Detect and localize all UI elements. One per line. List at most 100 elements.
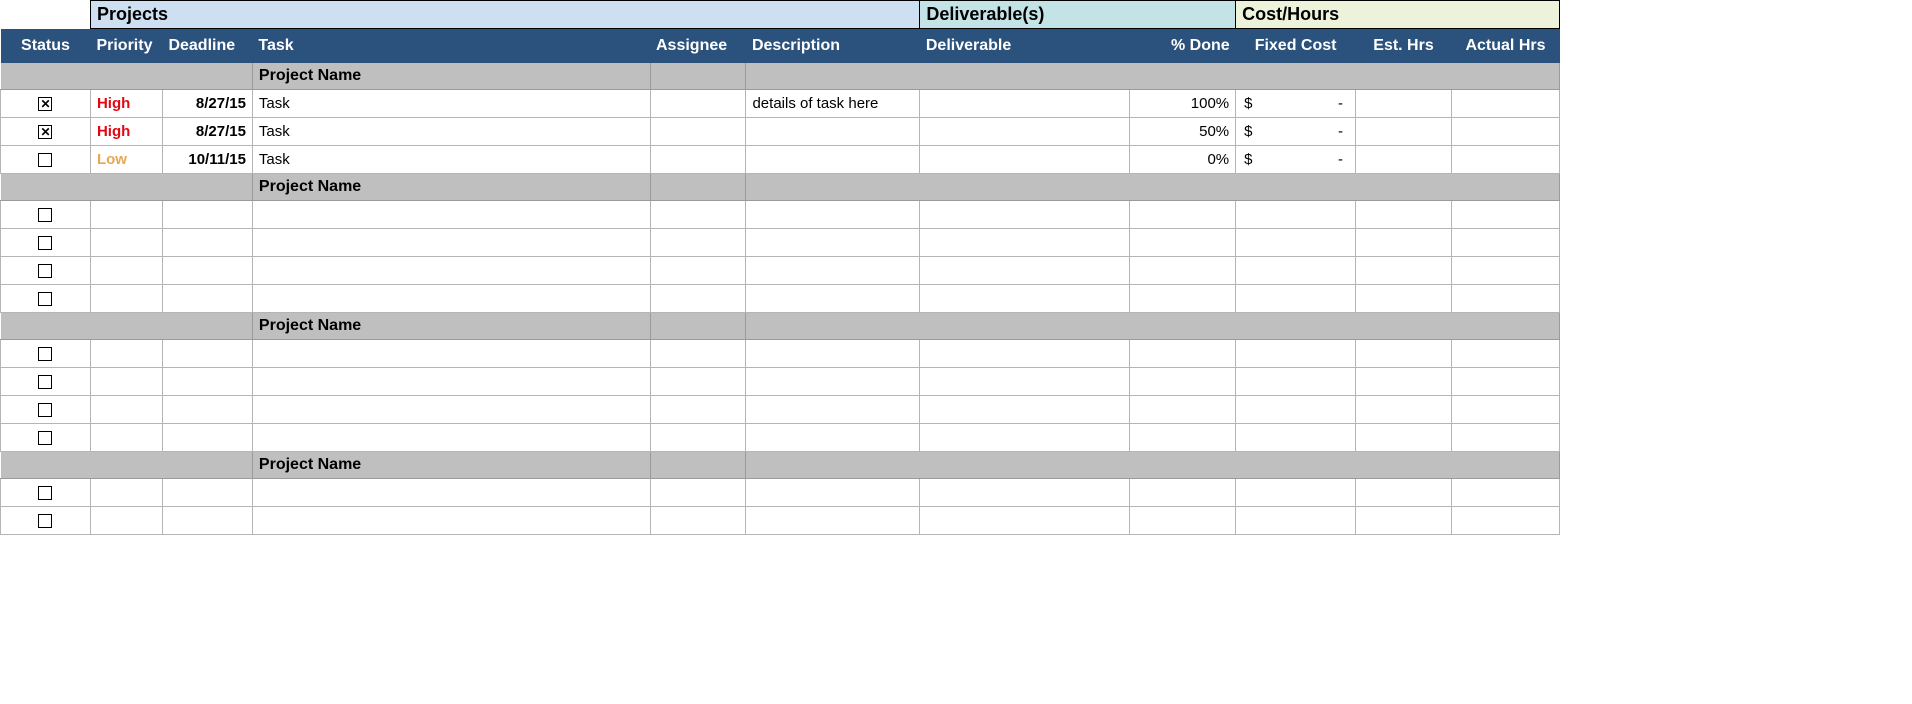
deliverable-cell[interactable]	[920, 200, 1130, 228]
task-cell[interactable]	[252, 506, 650, 534]
est-hrs-cell[interactable]	[1356, 339, 1452, 367]
actual-hrs-cell[interactable]	[1451, 256, 1559, 284]
deadline-cell[interactable]	[162, 506, 252, 534]
status-cell[interactable]	[1, 284, 91, 312]
priority-cell[interactable]	[90, 506, 162, 534]
deadline-cell[interactable]	[162, 395, 252, 423]
project-name-cell[interactable]: Project Name	[252, 63, 650, 90]
est-hrs-cell[interactable]	[1356, 423, 1452, 451]
status-cell[interactable]: ✕	[1, 89, 91, 117]
actual-hrs-cell[interactable]	[1451, 228, 1559, 256]
description-cell[interactable]	[746, 339, 920, 367]
project-name-cell[interactable]: Project Name	[252, 451, 650, 478]
pct-done-cell[interactable]	[1130, 423, 1236, 451]
deliverable-cell[interactable]	[920, 395, 1130, 423]
deadline-cell[interactable]: 10/11/15	[162, 145, 252, 173]
est-hrs-cell[interactable]	[1356, 145, 1452, 173]
checkbox-empty-icon[interactable]	[38, 431, 52, 445]
deliverable-cell[interactable]	[920, 117, 1130, 145]
est-hrs-cell[interactable]	[1356, 395, 1452, 423]
status-cell[interactable]	[1, 256, 91, 284]
checkbox-empty-icon[interactable]	[38, 264, 52, 278]
deliverable-cell[interactable]	[920, 423, 1130, 451]
actual-hrs-cell[interactable]	[1451, 367, 1559, 395]
status-cell[interactable]: ✕	[1, 117, 91, 145]
actual-hrs-cell[interactable]	[1451, 117, 1559, 145]
assignee-cell[interactable]	[650, 423, 746, 451]
priority-cell[interactable]: High	[90, 117, 162, 145]
assignee-cell[interactable]	[650, 228, 746, 256]
checkbox-checked-icon[interactable]: ✕	[38, 125, 52, 139]
est-hrs-cell[interactable]	[1356, 117, 1452, 145]
fixed-cost-cell[interactable]	[1236, 256, 1356, 284]
priority-cell[interactable]	[90, 200, 162, 228]
pct-done-cell[interactable]: 100%	[1130, 89, 1236, 117]
fixed-cost-cell[interactable]	[1236, 200, 1356, 228]
priority-cell[interactable]	[90, 256, 162, 284]
checkbox-empty-icon[interactable]	[38, 514, 52, 528]
task-cell[interactable]	[252, 367, 650, 395]
est-hrs-cell[interactable]	[1356, 200, 1452, 228]
checkbox-empty-icon[interactable]	[38, 347, 52, 361]
est-hrs-cell[interactable]	[1356, 256, 1452, 284]
fixed-cost-cell[interactable]	[1236, 339, 1356, 367]
description-cell[interactable]	[746, 367, 920, 395]
deliverable-cell[interactable]	[920, 228, 1130, 256]
pct-done-cell[interactable]	[1130, 478, 1236, 506]
checkbox-empty-icon[interactable]	[38, 486, 52, 500]
fixed-cost-cell[interactable]	[1236, 478, 1356, 506]
priority-cell[interactable]	[90, 395, 162, 423]
priority-cell[interactable]: Low	[90, 145, 162, 173]
task-cell[interactable]	[252, 284, 650, 312]
deliverable-cell[interactable]	[920, 339, 1130, 367]
assignee-cell[interactable]	[650, 145, 746, 173]
task-cell[interactable]	[252, 228, 650, 256]
project-name-cell[interactable]: Project Name	[252, 312, 650, 339]
description-cell[interactable]: details of task here	[746, 89, 920, 117]
actual-hrs-cell[interactable]	[1451, 506, 1559, 534]
task-cell[interactable]: Task	[252, 89, 650, 117]
deadline-cell[interactable]	[162, 339, 252, 367]
description-cell[interactable]	[746, 284, 920, 312]
status-cell[interactable]	[1, 423, 91, 451]
task-cell[interactable]	[252, 339, 650, 367]
description-cell[interactable]	[746, 423, 920, 451]
assignee-cell[interactable]	[650, 200, 746, 228]
checkbox-empty-icon[interactable]	[38, 153, 52, 167]
pct-done-cell[interactable]	[1130, 228, 1236, 256]
status-cell[interactable]	[1, 339, 91, 367]
assignee-cell[interactable]	[650, 367, 746, 395]
deliverable-cell[interactable]	[920, 478, 1130, 506]
pct-done-cell[interactable]	[1130, 256, 1236, 284]
deliverable-cell[interactable]	[920, 145, 1130, 173]
deadline-cell[interactable]	[162, 228, 252, 256]
description-cell[interactable]	[746, 478, 920, 506]
task-cell[interactable]: Task	[252, 117, 650, 145]
assignee-cell[interactable]	[650, 339, 746, 367]
task-cell[interactable]: Task	[252, 145, 650, 173]
pct-done-cell[interactable]	[1130, 284, 1236, 312]
actual-hrs-cell[interactable]	[1451, 145, 1559, 173]
status-cell[interactable]	[1, 506, 91, 534]
task-cell[interactable]	[252, 423, 650, 451]
deadline-cell[interactable]	[162, 423, 252, 451]
checkbox-empty-icon[interactable]	[38, 208, 52, 222]
assignee-cell[interactable]	[650, 506, 746, 534]
actual-hrs-cell[interactable]	[1451, 284, 1559, 312]
checkbox-empty-icon[interactable]	[38, 236, 52, 250]
checkbox-empty-icon[interactable]	[38, 403, 52, 417]
actual-hrs-cell[interactable]	[1451, 478, 1559, 506]
checkbox-empty-icon[interactable]	[38, 375, 52, 389]
assignee-cell[interactable]	[650, 478, 746, 506]
assignee-cell[interactable]	[650, 256, 746, 284]
description-cell[interactable]	[746, 256, 920, 284]
pct-done-cell[interactable]	[1130, 200, 1236, 228]
actual-hrs-cell[interactable]	[1451, 89, 1559, 117]
status-cell[interactable]	[1, 395, 91, 423]
fixed-cost-cell[interactable]: $-	[1236, 117, 1356, 145]
fixed-cost-cell[interactable]	[1236, 506, 1356, 534]
status-cell[interactable]	[1, 145, 91, 173]
status-cell[interactable]	[1, 200, 91, 228]
priority-cell[interactable]	[90, 339, 162, 367]
deadline-cell[interactable]	[162, 256, 252, 284]
